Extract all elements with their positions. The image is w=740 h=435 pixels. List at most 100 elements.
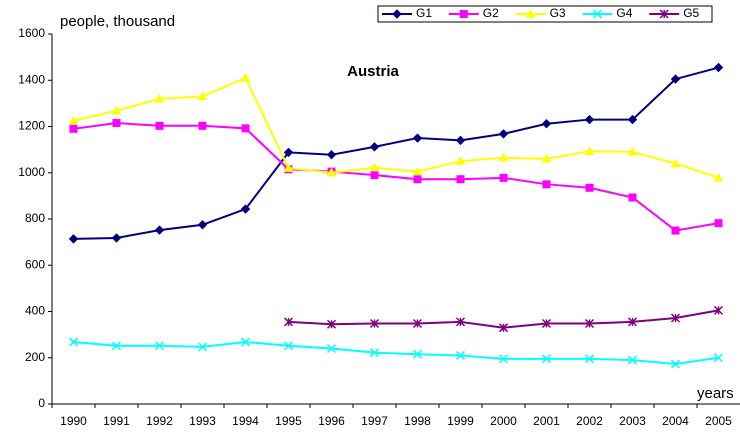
y-tick-label: 1200 [18, 119, 45, 133]
marker [412, 349, 423, 359]
x-tick-label: 1993 [189, 414, 216, 428]
marker [713, 305, 724, 315]
marker [68, 234, 79, 244]
marker [283, 317, 294, 327]
y-tick-label: 200 [25, 350, 45, 364]
x-tick-label: 2001 [533, 414, 560, 428]
marker [455, 135, 466, 146]
y-tick-label: 400 [25, 304, 45, 318]
marker [283, 163, 294, 172]
marker [326, 167, 337, 177]
marker [627, 114, 638, 125]
x-tick-label: 1996 [318, 414, 345, 428]
x-tick-label: 2003 [619, 414, 646, 428]
marker [369, 318, 380, 329]
x-tick-label: 1991 [103, 414, 130, 428]
y-tick-label: 600 [25, 257, 45, 271]
marker [412, 133, 423, 143]
x-tick-label: 1990 [60, 414, 87, 428]
marker [69, 124, 78, 133]
marker [659, 9, 669, 19]
marker [326, 150, 337, 160]
marker [627, 317, 638, 327]
marker [498, 323, 509, 333]
marker [713, 62, 724, 73]
marker [392, 9, 402, 19]
marker [326, 343, 337, 354]
legend: G1 G2 G3 G4 G5 [377, 5, 713, 23]
marker [240, 72, 251, 82]
marker [283, 147, 294, 158]
marker [369, 348, 380, 358]
y-tick-label: 0 [38, 396, 45, 410]
marker [240, 204, 251, 214]
series-line [73, 341, 719, 366]
marker [714, 219, 723, 228]
marker [154, 93, 165, 103]
marker [671, 226, 680, 235]
x-tick-label: 1995 [275, 414, 302, 428]
series-line [73, 76, 719, 179]
legend-label: G4 [616, 6, 632, 20]
y-tick-label: 1000 [18, 165, 45, 179]
marker [412, 166, 423, 176]
marker [670, 359, 681, 369]
marker [670, 313, 681, 323]
marker [627, 355, 638, 365]
marker [413, 175, 422, 184]
legend-label: G1 [416, 6, 432, 20]
marker [326, 319, 337, 329]
marker [585, 183, 594, 192]
marker [369, 142, 380, 152]
y-tick-label: 1400 [18, 72, 45, 86]
series-line [73, 66, 719, 240]
marker [459, 10, 468, 18]
marker [498, 354, 509, 364]
marker [541, 119, 552, 129]
marker [584, 318, 595, 329]
marker [541, 318, 552, 329]
x-tick-label: 2005 [705, 414, 732, 428]
marker [628, 193, 637, 202]
marker [525, 8, 536, 18]
marker [370, 171, 379, 180]
marker [670, 158, 681, 168]
x-tick-label: 1998 [404, 414, 431, 428]
marker [68, 337, 79, 347]
y-tick-label: 800 [25, 211, 45, 225]
x-tick-label: 2004 [662, 414, 689, 428]
marker [713, 353, 724, 363]
x-tick-label: 1992 [146, 414, 173, 428]
marker [283, 341, 294, 351]
marker [241, 124, 250, 133]
marker [455, 317, 466, 327]
marker [111, 341, 122, 351]
y-tick-label: 1600 [18, 26, 45, 40]
legend-label: G2 [483, 6, 499, 20]
marker [240, 337, 251, 347]
legend-label: G5 [683, 6, 699, 20]
series-line [73, 122, 719, 232]
marker [154, 225, 165, 235]
x-tick-label: 1997 [361, 414, 388, 428]
marker [455, 156, 466, 165]
marker [155, 121, 164, 130]
marker [541, 153, 552, 163]
marker [498, 152, 509, 162]
x-tick-label: 2002 [576, 414, 603, 428]
marker [541, 354, 552, 364]
marker [584, 354, 595, 364]
marker [542, 180, 551, 189]
chart-title: Austria [347, 63, 399, 80]
marker [154, 341, 165, 351]
legend-label: G3 [550, 6, 566, 20]
marker [713, 172, 724, 182]
marker [627, 146, 638, 156]
x-tick-label: 2000 [490, 414, 517, 428]
marker [111, 105, 122, 115]
marker [584, 146, 595, 155]
marker [499, 173, 508, 182]
y-axis-label: people, thousand [60, 13, 175, 30]
marker [670, 74, 681, 84]
